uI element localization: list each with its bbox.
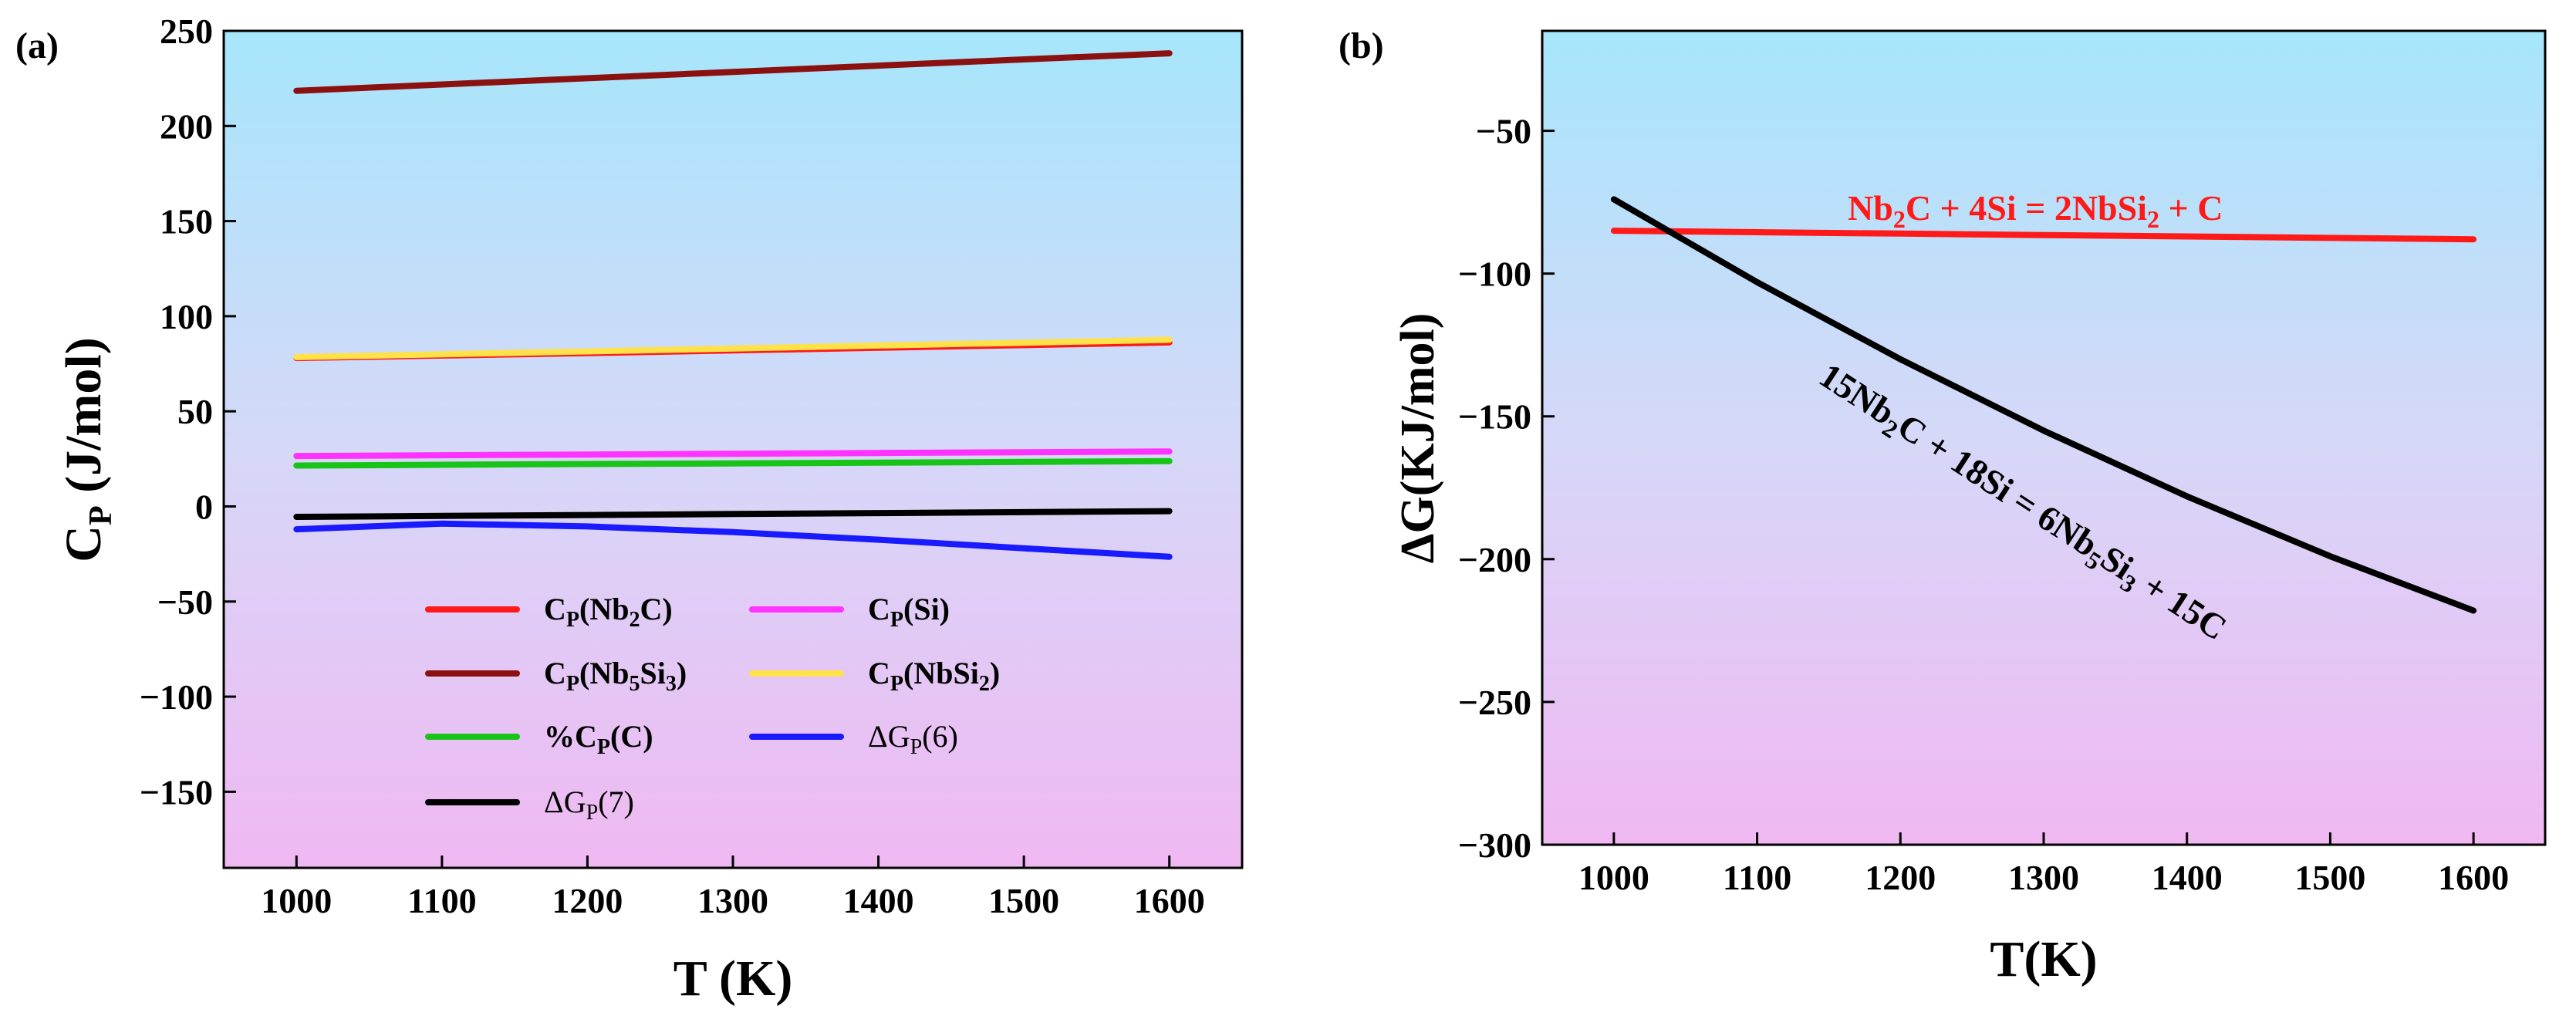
panel-b-ticks: 1000 1100 1200 1300 1400 1500 1600 −50 −100 −150 −…	[1458, 112, 2509, 897]
panel-a-x-tick-label: 1600	[1134, 881, 1205, 920]
annotation-reaction-nbsi2: Nb2C + 4Si = 2NbSi2 + C	[1848, 188, 2223, 233]
panel-b-plot-background	[1541, 29, 2547, 846]
panel-a-x-tick-label: 1500	[988, 881, 1059, 920]
panel-a-line-cp-nbsi2	[293, 336, 1173, 360]
panel-a-y-tick-label: −100	[140, 677, 213, 717]
panel-b-x-axis-title: T(K)	[1990, 931, 2097, 987]
panel-b-y-axis-title: ΔG(KJ/mol)	[1392, 313, 1444, 564]
legend-label: CP(Nb2C)	[544, 592, 673, 632]
legend-label: CP(Nb5Si3)	[544, 656, 687, 696]
panel-b-x-tick-label: 1500	[2294, 858, 2365, 897]
panel-a-label: (a)	[15, 25, 59, 66]
panel-a-cp-chart: 1000 1100 1200 1300 1400 1500 1600250200150100…	[15, 12, 1244, 1007]
panel-a-line-cp-nb5si3	[293, 50, 1173, 94]
panel-a-y-tick-label: 50	[177, 392, 213, 431]
panel-a-y-tick-label: 150	[160, 202, 213, 241]
panel-a-y-tick-label: 200	[160, 106, 213, 146]
panel-a-x-tick-label: 1300	[697, 881, 768, 920]
panel-a-y-tick-label: −150	[140, 772, 213, 812]
panel-b-label: (b)	[1339, 25, 1384, 66]
panel-a-y-axis-title-unit: (J/mol)	[56, 337, 112, 505]
panel-a-ticks: 1000 1100 1200 1300 1400 1500 1600250200150100…	[140, 12, 1205, 920]
legend-label: CP(Si)	[868, 592, 950, 632]
legend-item-cp-nb2c: CP(Nb2C)	[425, 592, 673, 632]
panel-b-y-tick-label: −250	[1458, 683, 1531, 722]
panel-b-x-tick-label: 1400	[2152, 858, 2223, 897]
legend-label: ΔGP(6)	[868, 719, 958, 759]
panel-a-line-cp-c	[293, 457, 1173, 469]
legend-item-gp-6: ΔGP(6)	[749, 719, 958, 759]
legend-item-cp-nb5si3: CP(Nb5Si3)	[425, 656, 687, 696]
panel-a-line-gp-7	[293, 508, 1173, 520]
panel-b-y-tick-label: −50	[1476, 112, 1531, 151]
panel-a-y-axis-title: CP (J/mol)	[56, 337, 119, 562]
panel-a-y-tick-label: 0	[195, 487, 213, 526]
panel-a-x-tick-label: 1100	[407, 881, 476, 920]
panel-b-y-tick-label: −150	[1458, 397, 1531, 437]
panel-b-series-lines	[1610, 196, 2477, 614]
panel-b-y-tick-label: −300	[1458, 825, 1531, 865]
legend-label: CP(NbSi2)	[868, 656, 1000, 696]
legend-label: ΔGP(7)	[544, 785, 634, 825]
panel-a-x-tick-label: 1400	[843, 881, 914, 920]
panel-b-y-tick-label: −100	[1458, 255, 1531, 294]
legend-item-cp-nbsi2: CP(NbSi2)	[749, 656, 1000, 696]
legend-item-cp-c: %CP(C)	[425, 719, 653, 759]
legend-item-cp-si: CP(Si)	[749, 592, 950, 632]
panel-b-x-tick-label: 1600	[2438, 858, 2509, 897]
panel-b-x-tick-label: 1000	[1578, 858, 1649, 897]
panel-a-legend: CP(Nb2C) CP(Si) CP(Nb5Si3) CP(NbSi2) %CP(C) Δ…	[425, 592, 1000, 825]
panel-a-y-axis-title-main: C	[56, 525, 112, 562]
panel-a-line-gp-6	[293, 520, 1173, 560]
panel-a-y-tick-label: 100	[160, 297, 213, 336]
panel-a-line-cp-si	[293, 448, 1173, 460]
panel-a-x-tick-label: 1000	[261, 881, 332, 920]
legend-item-gp-7: ΔGP(7)	[425, 785, 634, 825]
panel-b-y-tick-label: −200	[1458, 540, 1531, 579]
panel-a-x-tick-label: 1200	[552, 881, 623, 920]
panel-a-y-axis-title-sub: P	[83, 505, 119, 525]
panel-b-dg-chart: 1000 1100 1200 1300 1400 1500 1600 −50 −100 −150 −…	[1339, 25, 2547, 987]
panel-a-x-axis-title: T (K)	[674, 950, 793, 1007]
panel-b-line-15nb2c-18si-6nb5si3-15c	[1610, 196, 2477, 614]
panel-b-x-tick-label: 1100	[1723, 858, 1791, 897]
panel-a-y-tick-label: −50	[157, 582, 213, 622]
panel-a-series-lines	[293, 50, 1173, 560]
legend-label: %CP(C)	[544, 719, 653, 759]
panel-b-line-nb2c-4si-2nbsi2-c	[1610, 228, 2477, 243]
panel-b-x-tick-label: 1200	[1865, 858, 1936, 897]
panel-b-x-tick-label: 1300	[2008, 858, 2079, 897]
panel-a-y-tick-label: 250	[160, 12, 213, 51]
